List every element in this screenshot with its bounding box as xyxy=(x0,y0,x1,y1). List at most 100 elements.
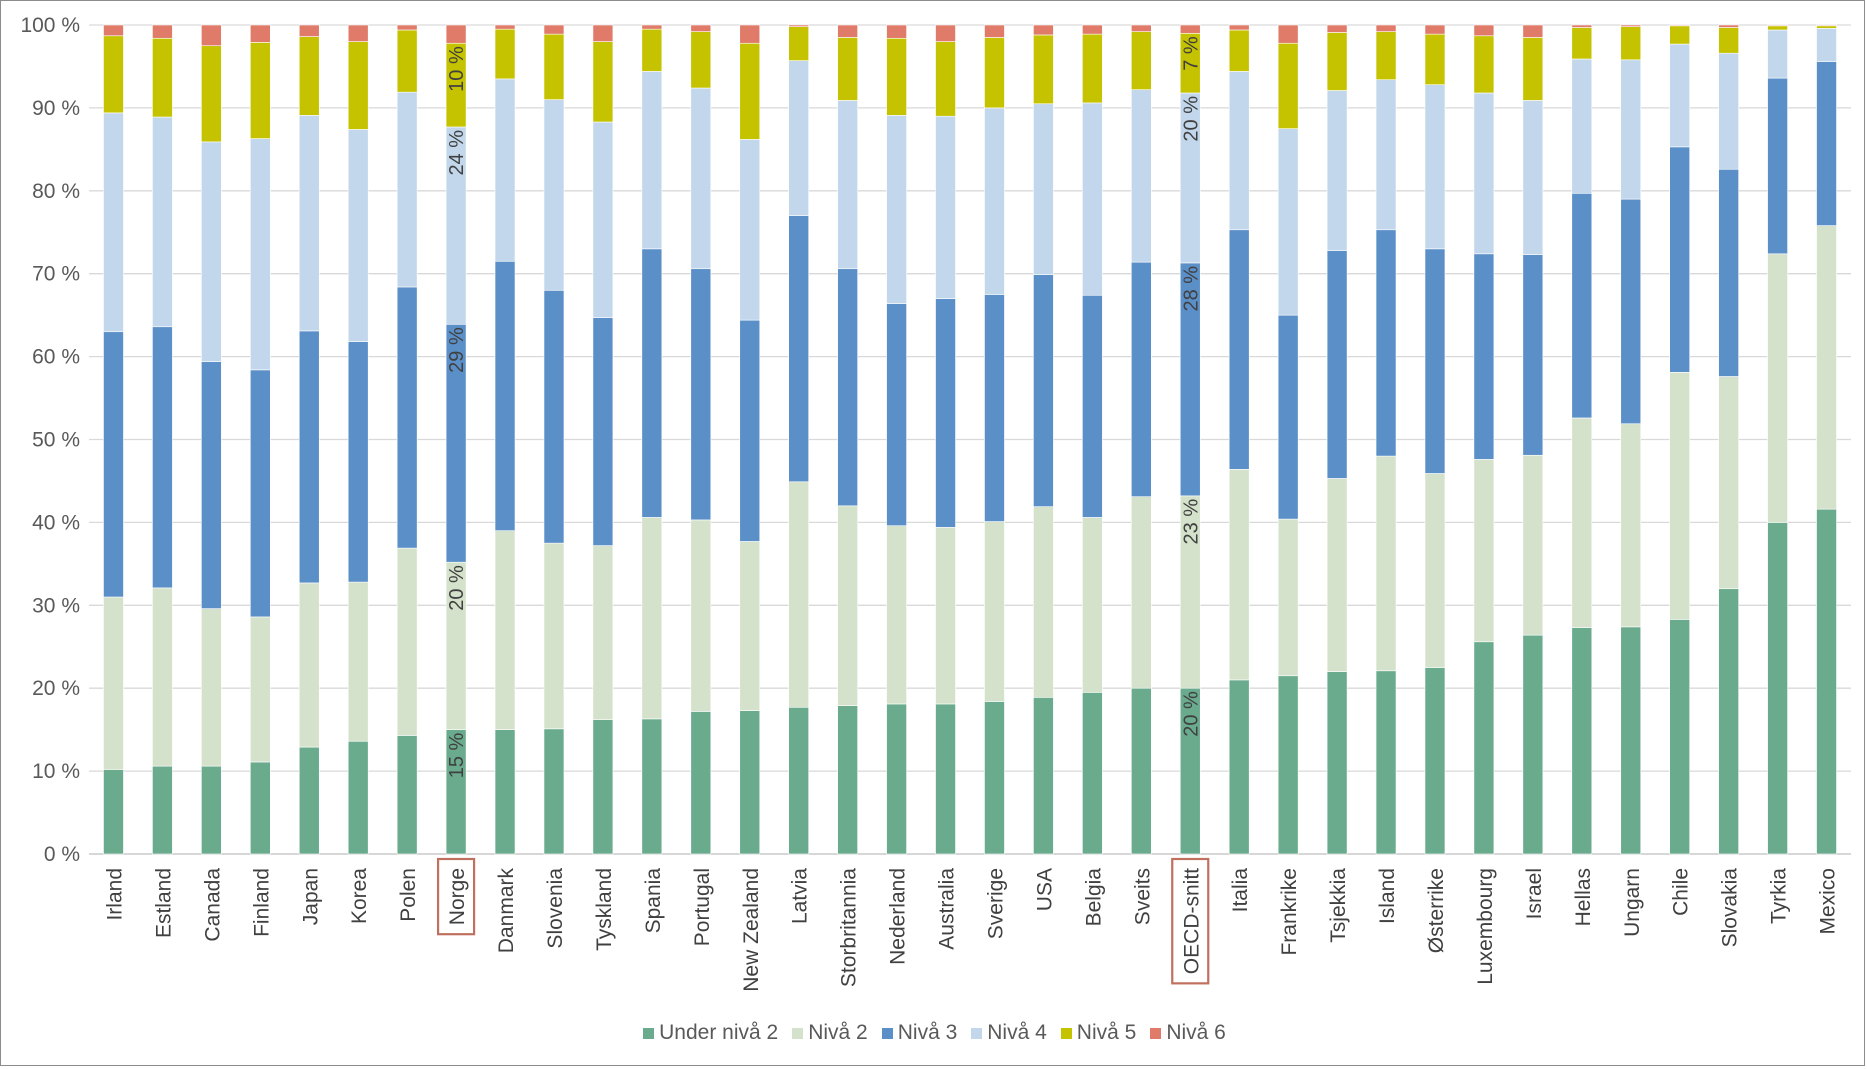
bar-segment xyxy=(984,24,1005,38)
data-label: 15 % xyxy=(446,732,468,778)
bar-stack xyxy=(1375,24,1397,855)
category-label: Italia xyxy=(1229,868,1252,913)
bar-segment xyxy=(1326,24,1348,33)
bar-segment xyxy=(592,121,614,318)
bar-segment xyxy=(935,703,956,855)
bar-segment xyxy=(1424,33,1446,85)
bar-segment xyxy=(1375,24,1397,32)
bar-segment xyxy=(250,24,271,43)
bar-segment xyxy=(1718,24,1739,28)
category-label: Hellas xyxy=(1572,868,1595,926)
bar-segment xyxy=(201,45,222,143)
bar-stack xyxy=(1473,24,1495,855)
bar-segment xyxy=(152,37,173,118)
bar-stack xyxy=(837,24,858,855)
bar-segment xyxy=(739,24,761,44)
bar-stack xyxy=(1718,24,1739,855)
data-label: 7 % xyxy=(1180,36,1202,71)
category-label: Nederland xyxy=(887,868,910,965)
bar-stack xyxy=(1228,24,1250,855)
bar-segment xyxy=(250,138,271,371)
bar-segment xyxy=(1767,29,1788,79)
bar-segment xyxy=(788,215,809,483)
bar-segment xyxy=(1033,697,1054,855)
bar-segment xyxy=(1082,692,1103,855)
bar-segment xyxy=(1816,508,1837,855)
bar-segment xyxy=(103,596,124,770)
bar-segment xyxy=(347,581,369,742)
bar-stack xyxy=(935,24,956,855)
bar-segment xyxy=(837,505,858,706)
category-label: Chile xyxy=(1670,868,1693,916)
bar-segment xyxy=(984,294,1005,522)
bar-segment xyxy=(201,141,222,362)
bar-segment xyxy=(396,547,418,736)
bar-segment xyxy=(494,28,516,80)
bar-segment xyxy=(837,100,858,270)
category-label: Frankrike xyxy=(1278,868,1301,956)
category-label: Latvia xyxy=(789,868,812,924)
bar-segment xyxy=(1179,24,1201,34)
bar-segment xyxy=(396,29,418,93)
bar-segment xyxy=(1326,250,1348,479)
bar-segment xyxy=(1326,90,1348,251)
bar-segment xyxy=(1669,24,1690,27)
legend-item: Nivå 6 xyxy=(1150,1021,1226,1045)
bar-segment xyxy=(347,341,369,583)
y-axis-tick-labels: 0 % 10 % 20 % 30 % 40 % 50 % 60 % 70 % 80 % 90 % 1… xyxy=(20,14,80,866)
category-label: Sverige xyxy=(984,868,1007,939)
category-label: Tyskland xyxy=(593,868,616,951)
bar-segment xyxy=(1767,77,1788,255)
bar-segment xyxy=(837,37,858,101)
bar-segment xyxy=(1082,294,1103,518)
bar-segment xyxy=(1424,473,1446,668)
bar-segment xyxy=(690,31,712,89)
bar-segment xyxy=(1082,102,1103,296)
bar-segment xyxy=(886,703,907,855)
bar-segment xyxy=(1473,459,1495,643)
data-label: 28 % xyxy=(1180,266,1202,312)
bar-segment xyxy=(592,719,614,855)
bar-segment xyxy=(1767,522,1788,855)
bar-segment xyxy=(788,481,809,708)
bar-stack xyxy=(543,24,565,855)
y-tick-label: 10 % xyxy=(32,760,80,783)
bar-stack xyxy=(201,24,222,855)
bar-segment xyxy=(1571,417,1593,628)
bar-segment xyxy=(1718,27,1739,54)
bar-segment xyxy=(739,710,761,855)
bar-segment xyxy=(1669,619,1690,855)
category-label: Østerrike xyxy=(1425,868,1448,953)
bar-segment xyxy=(1228,29,1250,72)
bar-segment xyxy=(103,769,124,855)
bar-segment xyxy=(152,24,173,39)
bar-segment xyxy=(788,706,809,855)
y-tick-label: 60 % xyxy=(32,346,80,369)
bar-stack xyxy=(1277,24,1299,855)
category-label: Spania xyxy=(642,868,665,934)
bar-stack xyxy=(298,24,320,855)
bar-segment xyxy=(298,330,320,584)
bar-segment xyxy=(396,91,418,288)
bar-segment xyxy=(641,71,663,250)
legend-item: Nivå 2 xyxy=(792,1021,868,1045)
bar-segment xyxy=(1277,518,1299,677)
bar-stack xyxy=(1424,24,1446,855)
bar-stack xyxy=(1082,24,1103,855)
category-label: Korea xyxy=(348,868,371,924)
bar-segment xyxy=(1131,24,1152,32)
bar-segment xyxy=(152,326,173,589)
category-label: New Zealand xyxy=(740,868,763,992)
bar-segment xyxy=(1522,24,1544,38)
bar-segment xyxy=(103,24,124,37)
legend-label: Under nivå 2 xyxy=(659,1021,779,1044)
bar-stack xyxy=(1620,24,1642,855)
bar-segment xyxy=(347,740,369,855)
category-label: Luxembourg xyxy=(1474,868,1497,985)
bar-segment xyxy=(1522,37,1544,101)
bar-segment xyxy=(1277,675,1299,855)
bar-segment xyxy=(1571,627,1593,855)
bar-stack xyxy=(592,24,614,855)
bar-segment xyxy=(1375,670,1397,855)
legend-label: Nivå 6 xyxy=(1166,1021,1226,1044)
